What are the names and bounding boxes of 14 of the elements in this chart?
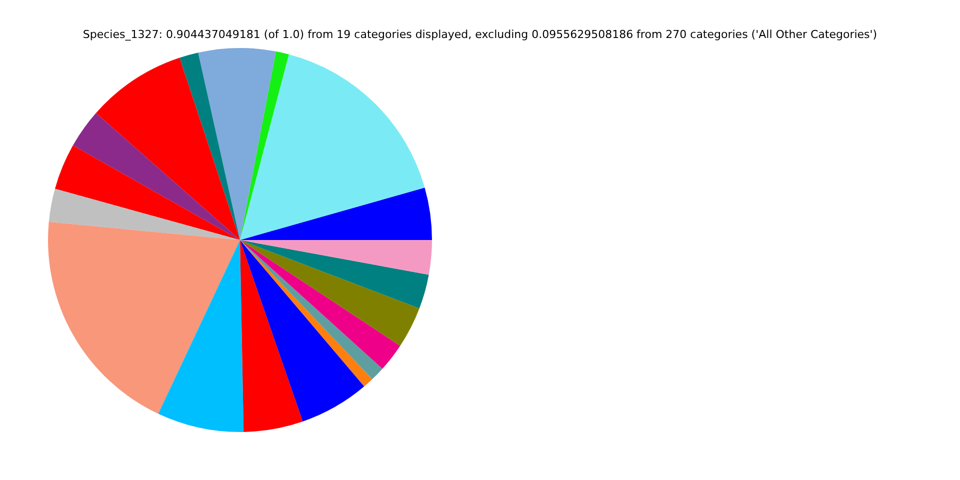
text: Species_1327: 0.904437049181 (of 1.0) from 19 categories displayed, excluding 0.0955629508186 from 270 categories ('All Other Categories') <box>82 28 878 41</box>
pie-slice <box>198 48 276 240</box>
pie-slice <box>240 240 432 275</box>
pie-slice <box>158 240 244 432</box>
pie-slice <box>240 51 289 240</box>
pie-slice <box>240 54 425 240</box>
pie-slice <box>240 240 420 346</box>
pie-slice <box>240 240 400 369</box>
pie-slice <box>72 113 240 240</box>
pie-slice <box>240 240 303 432</box>
pie-slice <box>48 222 240 414</box>
pie-slice <box>48 188 240 240</box>
pie-slice <box>240 240 429 308</box>
pie-slice <box>180 52 240 240</box>
